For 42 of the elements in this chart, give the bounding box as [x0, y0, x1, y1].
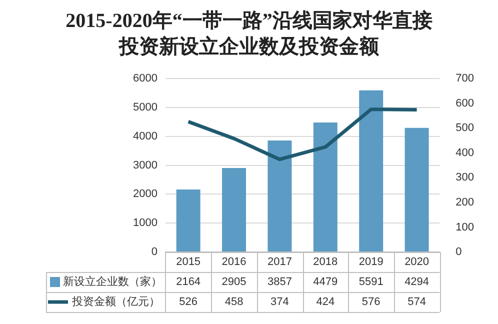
legend-label: 投资金额（亿元） [71, 295, 160, 308]
y2-tick-label: 600 [456, 97, 474, 110]
y2-tick-label: 100 [456, 221, 474, 234]
data-label: 374 [270, 296, 289, 308]
data-label: 4294 [404, 276, 430, 288]
y-tick-label: 5000 [132, 102, 158, 114]
data-label: 424 [316, 296, 335, 308]
y-tick-label: 4000 [132, 130, 158, 142]
y2-tick-label: 500 [456, 122, 474, 134]
legend-label: 新设立企业数（家） [63, 275, 162, 288]
bar [222, 168, 246, 252]
bar [176, 189, 200, 252]
data-label: 5591 [358, 276, 384, 288]
bar [359, 90, 384, 252]
y2-tick-label: 300 [456, 172, 474, 184]
y2-tick-label: 0 [456, 246, 462, 258]
y-tick-label: 0 [151, 246, 158, 258]
bar [313, 122, 338, 252]
y-tick-label: 6000 [132, 72, 158, 85]
bar [404, 128, 429, 252]
x-tick-label: 2017 [267, 256, 292, 268]
y-tick-label: 3000 [132, 159, 158, 172]
data-label: 3857 [267, 276, 292, 288]
y-tick-label: 1000 [132, 217, 158, 230]
data-label: 2905 [222, 276, 246, 288]
data-label: 526 [179, 296, 198, 308]
data-label: 458 [224, 296, 244, 308]
data-label: 4479 [313, 276, 338, 288]
data-label: 2164 [176, 276, 201, 288]
y2-tick-label: 200 [456, 196, 474, 208]
y-tick-label: 2000 [132, 188, 158, 200]
y2-tick-label: 700 [456, 72, 474, 85]
x-tick-label: 2015 [176, 256, 201, 268]
data-label: 574 [408, 296, 426, 308]
y2-tick-label: 400 [456, 146, 474, 159]
bar [268, 140, 292, 252]
x-tick-label: 2019 [358, 256, 384, 268]
x-tick-label: 2016 [222, 256, 246, 268]
x-tick-label: 2018 [313, 256, 338, 268]
chart-title: 2015-2020年“一带一路”沿线国家对华直接投资新设立企业数及投资金额 [64, 8, 434, 60]
x-tick-label: 2020 [404, 256, 430, 268]
data-label: 576 [362, 296, 380, 308]
